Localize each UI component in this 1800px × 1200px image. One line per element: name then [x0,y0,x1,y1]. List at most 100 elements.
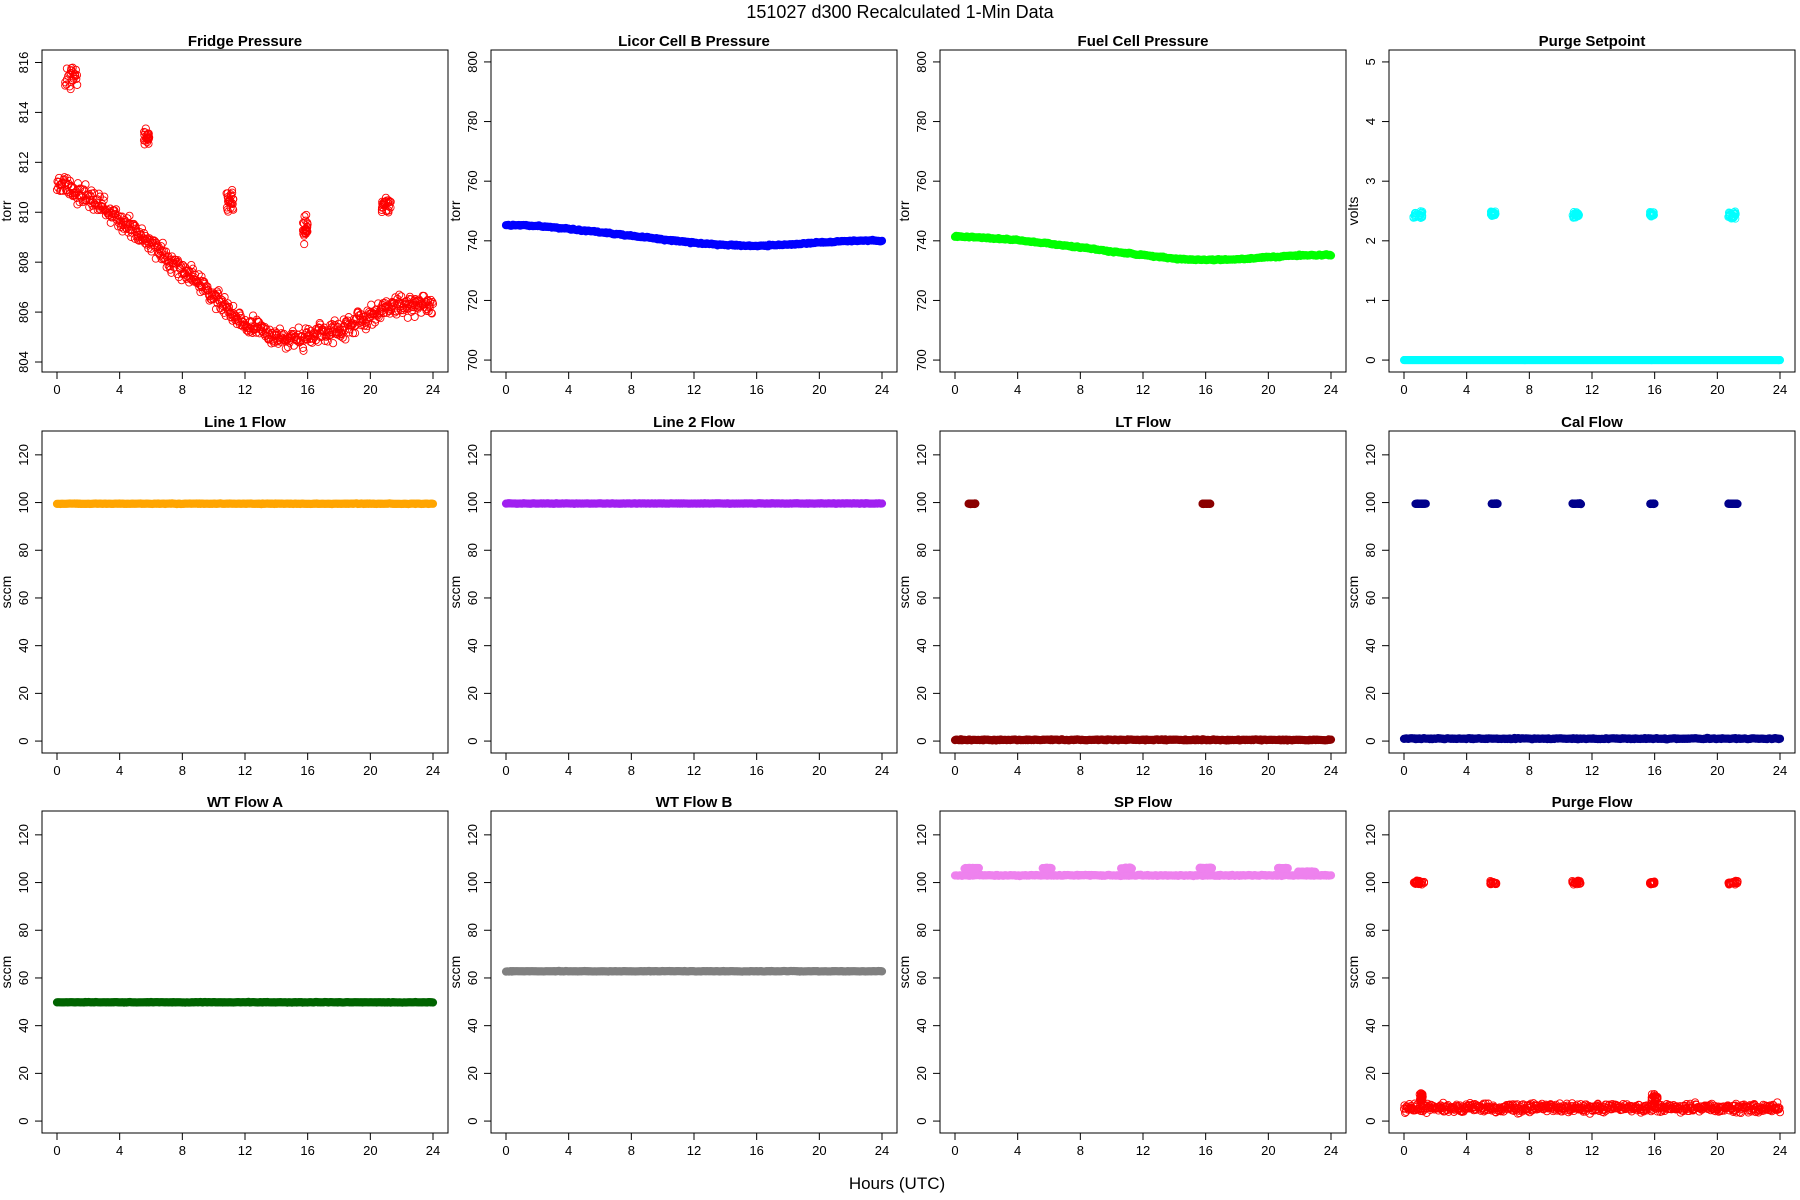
plot-frame [939,49,1347,373]
data-point [1646,499,1656,508]
panel-title: Licor Cell B Pressure [618,33,770,50]
y-tick-label: 80 [914,923,929,937]
y-tick-label: 806 [16,301,31,323]
data-point [877,967,887,976]
data-point [426,295,435,304]
y-tick-label: 3 [1363,178,1378,185]
data-points [501,220,887,251]
data-point [178,260,187,269]
y-tick-label: 120 [16,444,31,466]
data-point [123,214,132,223]
plot-frame [490,430,898,754]
y-tick-label: 120 [914,824,929,846]
x-tick-label: 24 [1773,382,1787,397]
y-tick-label: 720 [914,290,929,312]
panel-title: WT Flow A [207,794,283,811]
y-tick-label: 40 [16,1018,31,1032]
x-tick-label: 24 [426,1143,440,1158]
x-tick-label: 0 [502,763,509,778]
data-point [374,299,383,308]
data-point [223,299,232,308]
data-point [1420,499,1430,508]
y-tick-label: 814 [16,102,31,124]
data-point [72,74,81,84]
x-tick-label: 8 [1526,763,1533,778]
data-point [311,336,320,345]
x-tick-label: 20 [363,1143,377,1158]
x-tick-label: 0 [951,382,958,397]
x-tick-label: 24 [426,382,440,397]
data-point [392,310,401,319]
y-tick-label: 20 [1363,686,1378,700]
y-tick-label: 60 [914,591,929,605]
data-points [501,499,887,508]
data-point [73,80,82,89]
y-tick-label: 40 [1363,638,1378,652]
y-axis-label: torr [896,200,912,221]
data-point [303,218,312,227]
y-tick-label: 0 [1363,356,1378,363]
data-point [1493,499,1502,508]
data-point [58,186,67,195]
y-tick-label: 804 [16,351,31,373]
y-tick-label: 80 [465,923,480,937]
y-tick-label: 760 [465,170,480,192]
x-tick-label: 0 [53,763,60,778]
data-point [225,196,234,205]
y-tick-label: 20 [16,1066,31,1080]
x-tick-label: 16 [749,1143,763,1158]
data-point [386,299,395,308]
data-point [302,226,311,235]
x-tick-label: 20 [1261,382,1275,397]
y-axis-label: sccm [1345,576,1361,609]
y-tick-label: 700 [914,349,929,371]
y-tick-label: 816 [16,52,31,74]
x-tick-label: 24 [875,1143,889,1158]
y-tick-label: 100 [16,872,31,894]
x-tick-label: 16 [1198,763,1212,778]
x-tick-label: 12 [1136,1143,1150,1158]
x-tick-label: 24 [875,763,889,778]
data-point [260,323,269,332]
x-tick-label: 8 [628,763,635,778]
plot-frame [939,430,1347,754]
data-point [100,192,109,201]
x-tick-label: 12 [238,763,252,778]
data-point [90,188,99,198]
data-point [64,71,73,81]
data-point [379,198,388,207]
x-tick-label: 8 [179,763,186,778]
data-point [203,282,212,291]
y-tick-label: 812 [16,151,31,173]
data-point [214,289,223,298]
x-tick-label: 24 [1324,763,1338,778]
x-tick-label: 24 [1773,763,1787,778]
data-point [245,317,254,327]
x-tick-label: 16 [1198,1143,1212,1158]
data-point [214,286,223,295]
y-tick-label: 80 [914,543,929,557]
x-tick-label: 4 [116,763,123,778]
x-tick-label: 16 [300,1143,314,1158]
plot-frame [41,810,449,1134]
x-tick-label: 8 [1077,763,1084,778]
data-point [395,290,404,299]
data-point [1775,734,1785,743]
x-tick-label: 24 [426,763,440,778]
x-tick-label: 16 [1647,382,1661,397]
data-point [1725,499,1734,508]
data-point [410,312,419,321]
data-point [877,236,887,245]
x-tick-label: 4 [116,1143,123,1158]
y-tick-label: 810 [16,201,31,223]
x-tick-label: 20 [1710,763,1724,778]
y-tick-label: 100 [1363,492,1378,514]
plot-frame [490,49,898,373]
panel-title: Line 2 Flow [653,414,735,431]
y-tick-label: 120 [465,444,480,466]
panel-title: Line 1 Flow [204,414,286,431]
